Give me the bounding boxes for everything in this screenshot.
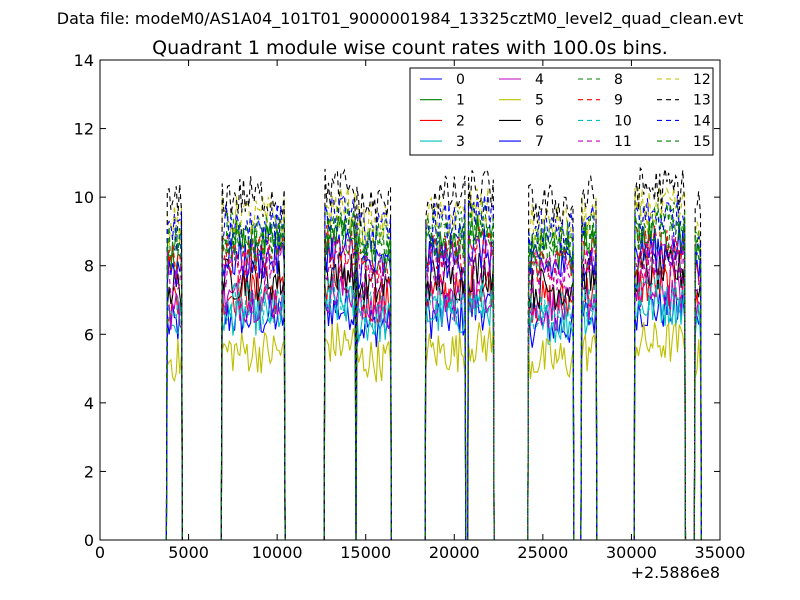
y-tick-label: 2 bbox=[84, 462, 94, 481]
legend-label-4: 4 bbox=[535, 72, 544, 88]
x-tick-label: 5000 bbox=[168, 543, 209, 562]
legend-label-5: 5 bbox=[535, 93, 544, 109]
x-tick-label: 20000 bbox=[429, 543, 480, 562]
legend-label-2: 2 bbox=[456, 113, 465, 129]
suptitle: Data file: modeM0/AS1A04_101T01_90000019… bbox=[57, 9, 743, 29]
chart-title: Quadrant 1 module wise count rates with … bbox=[152, 37, 668, 59]
x-tick-label: 10000 bbox=[252, 543, 303, 562]
y-tick-label: 8 bbox=[84, 257, 94, 276]
legend-label-10: 10 bbox=[614, 113, 632, 129]
legend-label-3: 3 bbox=[456, 134, 465, 150]
x-tick-label: 30000 bbox=[606, 543, 657, 562]
series-line-12 bbox=[165, 187, 702, 541]
plot-lines bbox=[165, 166, 702, 541]
legend-label-13: 13 bbox=[693, 93, 711, 109]
legend-label-15: 15 bbox=[693, 134, 711, 150]
y-tick-label: 12 bbox=[74, 120, 94, 139]
legend-label-6: 6 bbox=[535, 113, 544, 129]
axes: 0 5000 10000 15000 20000 25000 30000 35000 0 2 4 6 8… bbox=[74, 51, 746, 562]
y-tick-label: 0 bbox=[84, 531, 94, 550]
x-tick-label: 0 bbox=[95, 543, 105, 562]
series-line-13 bbox=[165, 166, 702, 541]
legend-label-1: 1 bbox=[456, 93, 465, 109]
y-tick-label: 14 bbox=[74, 51, 94, 70]
legend-label-8: 8 bbox=[614, 72, 623, 88]
legend-box bbox=[409, 67, 714, 156]
series-line-10 bbox=[165, 272, 702, 541]
legend-label-7: 7 bbox=[535, 134, 544, 150]
legend-label-11: 11 bbox=[614, 134, 632, 150]
legend-label-0: 0 bbox=[456, 72, 465, 88]
x-tick-label: 15000 bbox=[340, 543, 391, 562]
series-line-15 bbox=[165, 207, 702, 541]
y-tick-label: 6 bbox=[84, 325, 94, 344]
y-tick-label: 10 bbox=[74, 188, 94, 207]
x-tick-label: 35000 bbox=[695, 543, 746, 562]
legend-label-12: 12 bbox=[693, 72, 711, 88]
legend-label-9: 9 bbox=[614, 93, 623, 109]
x-tick-label: 25000 bbox=[517, 543, 568, 562]
x-offset-label: +2.5886e8 bbox=[631, 563, 720, 582]
legend-label-14: 14 bbox=[693, 113, 711, 129]
axes-frame bbox=[99, 59, 721, 541]
y-tick-label: 4 bbox=[84, 394, 94, 413]
